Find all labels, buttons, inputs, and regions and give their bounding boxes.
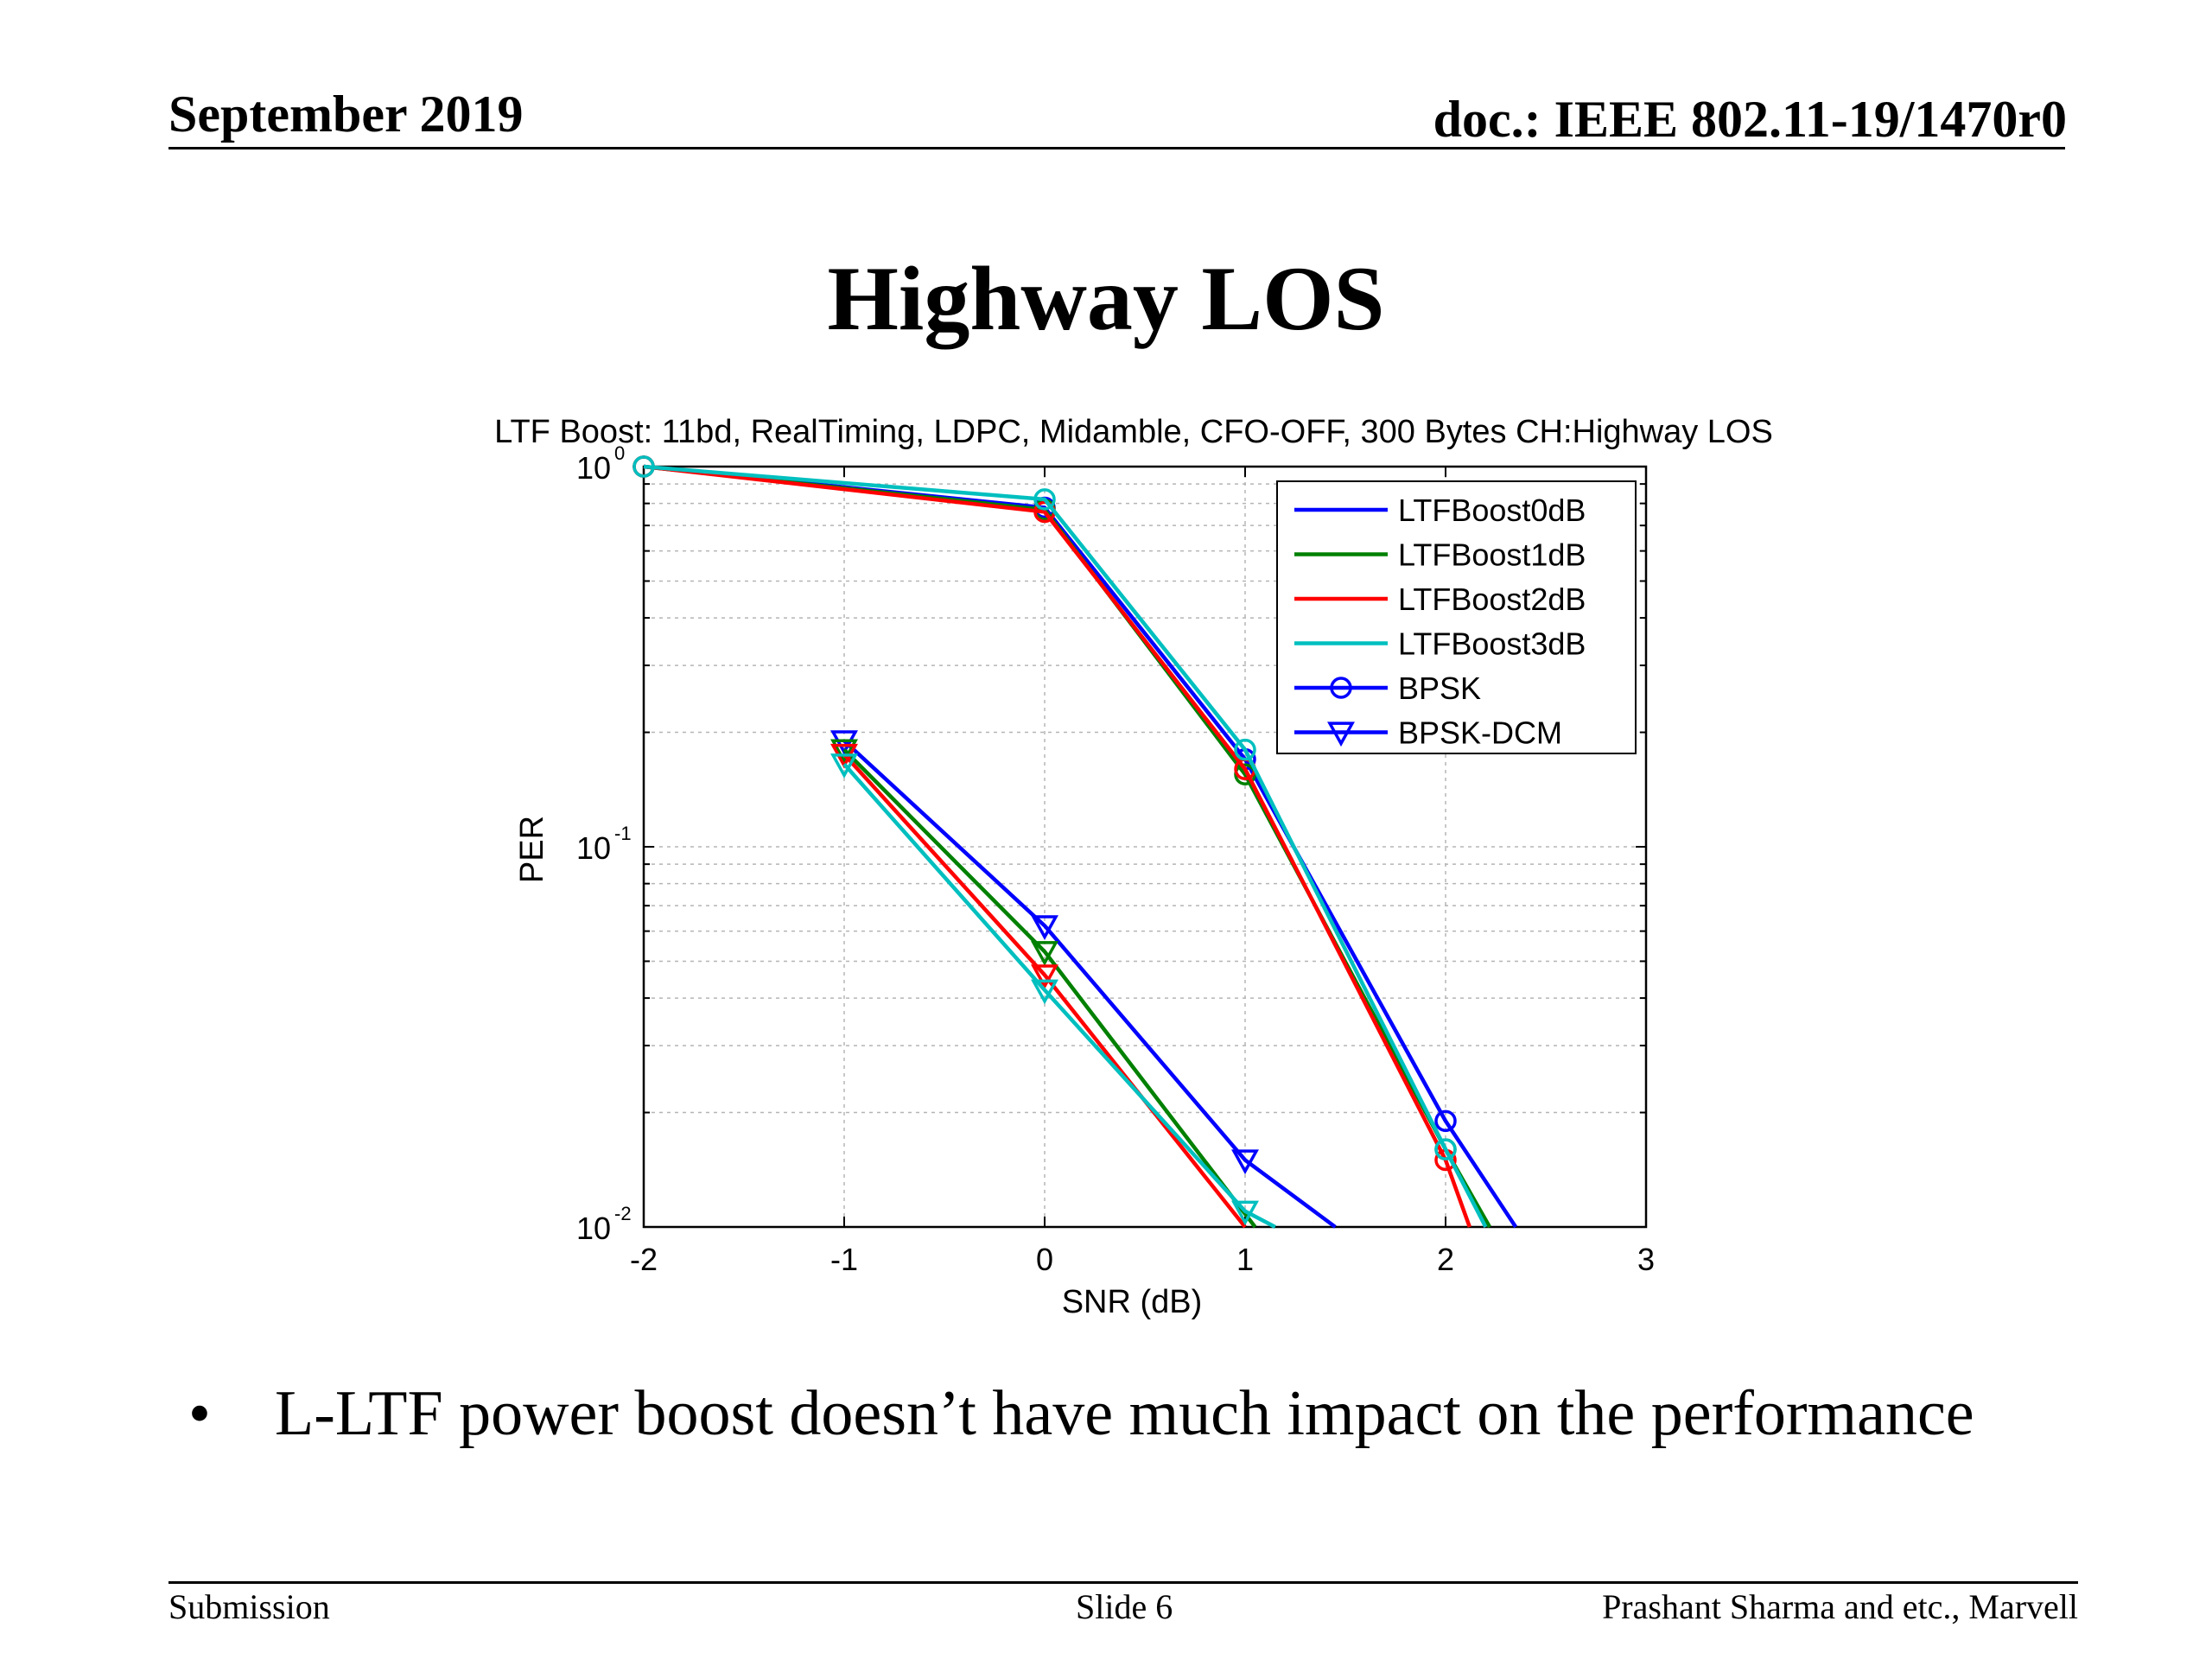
header-doc-id: doc.: IEEE 802.11-19/1470r0 bbox=[1433, 91, 2067, 148]
circle-marker bbox=[1033, 488, 1056, 511]
triangle-marker bbox=[1031, 915, 1058, 940]
y-tick-label-base: 10 bbox=[576, 1211, 611, 1246]
triangle-marker bbox=[1231, 1149, 1259, 1175]
circle-marker bbox=[1434, 1109, 1457, 1133]
y-tick-label-exponent: -2 bbox=[614, 1203, 632, 1224]
legend-entry: LTFBoost0dB bbox=[1294, 493, 1586, 528]
legend-label: BPSK-DCM bbox=[1398, 715, 1562, 751]
circle-marker bbox=[1330, 677, 1352, 699]
header-divider bbox=[168, 147, 2065, 149]
x-tick-label: -1 bbox=[830, 1242, 858, 1277]
triangle-marker bbox=[1031, 979, 1058, 1005]
triangle-marker bbox=[1031, 941, 1058, 966]
legend-label: LTFBoost1dB bbox=[1398, 537, 1586, 573]
series-ltfboost3db-bpsk-dcm bbox=[830, 753, 1276, 1229]
y-tick-label: 10 -2 bbox=[576, 1203, 632, 1246]
series-ltfboost3db-bpsk bbox=[632, 455, 1488, 1229]
slide-title: Highway LOS bbox=[827, 248, 1385, 349]
x-tick-label: 2 bbox=[1437, 1242, 1454, 1277]
circle-marker bbox=[632, 455, 655, 478]
legend-entry: BPSK bbox=[1294, 671, 1481, 706]
triangle-marker bbox=[1327, 721, 1355, 747]
footer-authors: Prashant Sharma and etc., Marvell bbox=[1602, 1587, 2078, 1626]
chart-series bbox=[632, 455, 1518, 1229]
x-tick-label: 3 bbox=[1637, 1242, 1655, 1277]
triangle-marker bbox=[830, 739, 858, 765]
footer-slide-number: Slide 6 bbox=[1076, 1587, 1173, 1626]
bullet-symbol: • bbox=[188, 1378, 211, 1449]
circle-marker bbox=[1434, 1138, 1457, 1160]
x-tick-label: 1 bbox=[1236, 1242, 1254, 1277]
y-axis-label: PER bbox=[514, 816, 550, 883]
triangle-marker bbox=[1231, 1200, 1259, 1226]
series-line bbox=[842, 739, 1337, 1229]
legend-label: LTFBoost0dB bbox=[1398, 493, 1586, 528]
x-tick-label: -2 bbox=[630, 1242, 658, 1277]
series-line bbox=[643, 464, 1471, 1228]
series-line bbox=[842, 762, 1276, 1229]
triangle-marker bbox=[1031, 964, 1058, 989]
legend-entry: BPSK-DCM bbox=[1294, 715, 1562, 751]
series-ltfboost1db-bpsk-dcm bbox=[830, 739, 1257, 1229]
footer-divider bbox=[168, 1581, 2078, 1584]
triangle-marker bbox=[830, 753, 858, 779]
legend-label: LTFBoost3dB bbox=[1398, 626, 1586, 662]
legend-entry: LTFBoost2dB bbox=[1294, 582, 1586, 617]
legend-entry: LTFBoost1dB bbox=[1294, 537, 1586, 573]
y-tick-label-base: 10 bbox=[576, 830, 611, 866]
legend-box bbox=[1276, 480, 1637, 754]
legend-label: LTFBoost2dB bbox=[1398, 582, 1586, 617]
chart-legend: LTFBoost0dB LTFBoost1dB LTFBoost2dB LTFBoos… bbox=[1276, 480, 1637, 754]
y-tick-label: 10 -1 bbox=[576, 823, 632, 866]
y-tick-label: 10 0 bbox=[576, 442, 625, 486]
legend-label: BPSK bbox=[1398, 671, 1481, 706]
series-line bbox=[842, 753, 1247, 1229]
y-tick-label-base: 10 bbox=[576, 450, 611, 486]
legend-entry: LTFBoost3dB bbox=[1294, 626, 1586, 662]
chart-title: LTF Boost: 11bd, RealTiming, LDPC, Midam… bbox=[494, 414, 1773, 450]
y-tick-label-exponent: -1 bbox=[614, 823, 632, 844]
footer-submission: Submission bbox=[168, 1587, 330, 1626]
series-line bbox=[842, 748, 1257, 1229]
y-tick-label-exponent: 0 bbox=[614, 442, 625, 464]
x-axis-label: SNR (dB) bbox=[1062, 1284, 1203, 1320]
bullet-text: L-LTF power boost doesn’t have much impa… bbox=[275, 1378, 1974, 1449]
series-line bbox=[643, 464, 1488, 1229]
circle-marker bbox=[1234, 738, 1256, 761]
x-tick-label: 0 bbox=[1036, 1242, 1053, 1277]
header-date: September 2019 bbox=[168, 86, 524, 143]
